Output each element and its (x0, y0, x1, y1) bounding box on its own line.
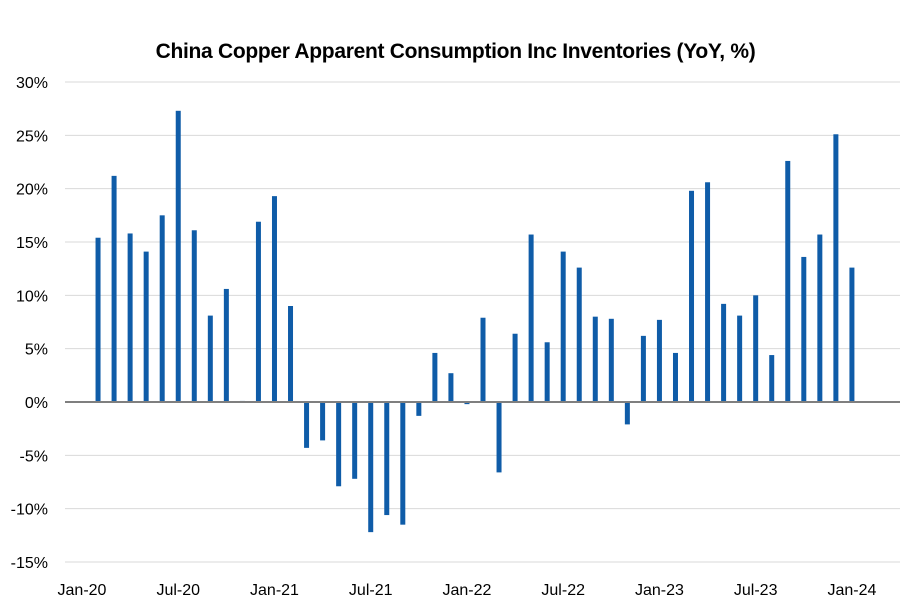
bar (496, 402, 502, 473)
x-tick-label: Jan-23 (635, 582, 684, 599)
bar (705, 182, 711, 402)
y-tick-label: 15% (16, 235, 48, 252)
bar (672, 352, 678, 402)
bar (640, 335, 646, 402)
y-tick-label: -15% (11, 555, 48, 572)
bar (769, 355, 775, 402)
bar (753, 295, 759, 402)
bar (608, 318, 614, 402)
bar (801, 256, 807, 402)
x-tick-label: Jul-20 (156, 582, 200, 599)
bar (432, 352, 438, 402)
chart-title: China Copper Apparent Consumption Inc In… (155, 40, 756, 63)
bar (384, 402, 390, 516)
y-tick-label: 0% (25, 395, 48, 412)
bar (368, 402, 374, 533)
y-tick-label: 5% (25, 342, 48, 359)
bar (737, 315, 743, 402)
x-tick-label: Jul-21 (349, 582, 393, 599)
y-tick-label: -5% (20, 448, 48, 465)
y-tick-label: 25% (16, 128, 48, 145)
y-tick-label: 30% (16, 75, 48, 92)
x-tick-label: Jan-24 (827, 582, 876, 599)
y-tick-label: -10% (11, 502, 48, 519)
bar (127, 233, 133, 402)
bar (336, 402, 342, 487)
y-tick-label: 10% (16, 288, 48, 305)
bar (689, 190, 695, 402)
bar (785, 160, 791, 402)
bar (544, 342, 550, 402)
bar (352, 402, 358, 479)
bar (271, 196, 277, 402)
bar (560, 251, 566, 402)
bar (288, 306, 294, 402)
bar (576, 267, 582, 402)
bar (849, 267, 855, 402)
bar (207, 315, 213, 402)
bar (416, 402, 422, 416)
bar (304, 402, 310, 448)
bar (512, 333, 518, 402)
bar (400, 402, 406, 525)
x-tick-label: Jan-21 (250, 582, 299, 599)
bar (721, 303, 727, 402)
bar (95, 237, 101, 402)
bar (448, 373, 454, 402)
x-tick-label: Jan-22 (442, 582, 491, 599)
bar (528, 234, 534, 402)
bar (624, 402, 630, 425)
bar (111, 175, 117, 402)
bar (656, 319, 662, 402)
x-tick-label: Jan-20 (58, 582, 107, 599)
bar (191, 230, 197, 402)
bar (592, 316, 598, 402)
bar (159, 215, 165, 402)
bar (817, 234, 823, 402)
y-tick-label: 20% (16, 182, 48, 199)
bar (320, 402, 326, 441)
x-tick-label: Jul-23 (734, 582, 778, 599)
bar (464, 402, 470, 405)
bar (255, 221, 261, 402)
bar (143, 251, 149, 402)
x-tick-label: Jul-22 (541, 582, 585, 599)
bar (480, 317, 486, 402)
bar (833, 134, 839, 402)
bar (223, 288, 229, 402)
bar (175, 110, 181, 403)
